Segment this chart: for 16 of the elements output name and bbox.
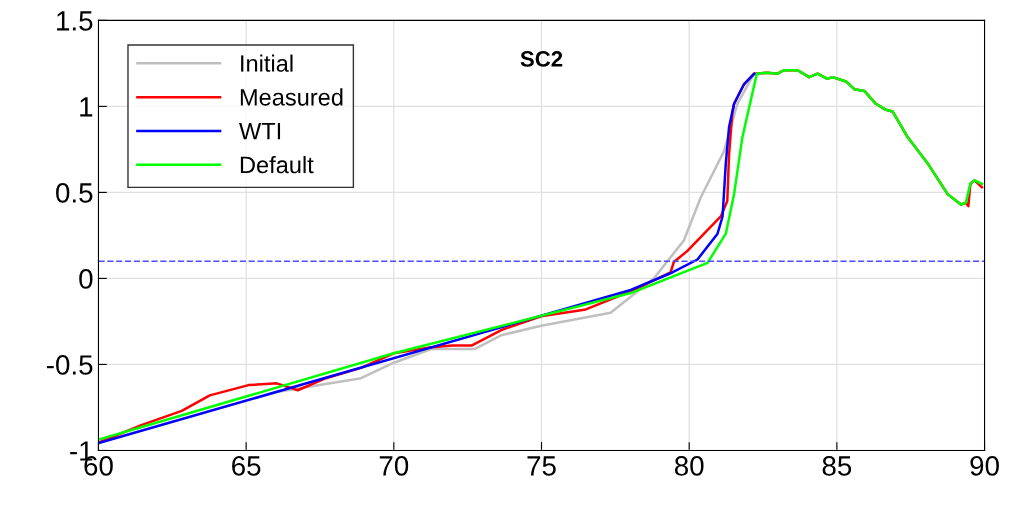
legend-label: Initial [241,54,293,72]
y-tick-label: 0 [79,269,93,289]
y-tick-label: -0.5 [46,355,93,375]
x-tick-label: 75 [527,456,556,476]
x-tick-label: 85 [822,456,852,476]
x-tick-label: 65 [232,456,261,476]
y-tick-label: 1 [80,97,93,117]
legend-label: Measured [240,88,343,106]
x-tick-label: 90 [970,456,999,476]
x-tick-label: 80 [674,456,704,476]
text: SC2 [520,51,563,67]
y-tick-label: 0.5 [56,183,93,203]
x-tick-label: 70 [379,456,409,476]
legend-label: WTI [239,123,281,140]
y-tick-label: 1.5 [57,11,93,31]
legend-label: Default [240,155,314,174]
